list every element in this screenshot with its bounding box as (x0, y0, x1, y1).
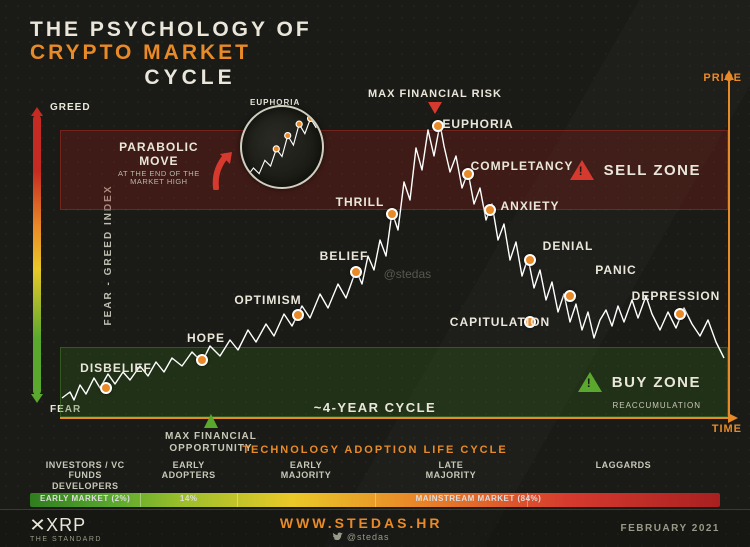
stage-label: PANIC (595, 263, 636, 277)
site-block: WWW.STEDAS.HR @stedas (280, 515, 443, 542)
stage-label: DISBELIEF (80, 361, 152, 375)
adoption-group: EARLYMAJORITY (237, 460, 375, 491)
adoption-group: LAGGARDS (527, 460, 720, 491)
adoption-group: LATEMAJORITY (375, 460, 527, 491)
stage-label: EUPHORIA (442, 117, 513, 131)
footer-date: FEBRUARY 2021 (620, 523, 720, 534)
stage-label: THRILL (336, 195, 385, 209)
stage-dot (350, 266, 362, 278)
adoption-lifecycle: TECHNOLOGY ADOPTION LIFE CYCLE INVESTORS… (30, 444, 720, 503)
axis-price-label: PRICE (703, 72, 742, 84)
stage-label: HOPE (187, 331, 225, 345)
adoption-sublabel: 14% (140, 494, 237, 503)
stage-label: CAPITULATION (450, 315, 550, 329)
title-line-1: THE PSYCHOLOGY OF (30, 18, 350, 41)
magnifier-inset (240, 105, 324, 189)
adoption-group: EARLYADOPTERS (140, 460, 237, 491)
stage-label: BELIEF (320, 249, 369, 263)
arrow-up-icon (204, 414, 218, 428)
axis-x (60, 417, 730, 419)
footer: ✕XRP THE STANDARD WWW.STEDAS.HR @stedas … (0, 509, 750, 547)
title-line-3: CYCLE (144, 66, 235, 89)
stage-dot (524, 254, 536, 266)
stage-dot (564, 290, 576, 302)
stage-dot (484, 204, 496, 216)
stage-label: COMPLETANCY (471, 159, 574, 173)
parabolic-caption: PARABOLIC MOVE AT THE END OF THEMARKET H… (118, 140, 200, 187)
stage-label: DEPRESSION (632, 289, 721, 303)
title-line-2: CRYPTO MARKET (30, 41, 350, 64)
title-block: THE PSYCHOLOGY OF CRYPTO MARKET CYCLE (30, 18, 350, 90)
adoption-title: TECHNOLOGY ADOPTION LIFE CYCLE (30, 444, 720, 456)
stage-dot (100, 382, 112, 394)
stage-label: OPTIMISM (234, 293, 301, 307)
stage-label: ANXIETY (500, 199, 559, 213)
adoption-sublabel: MAINSTREAM MARKET (84%) (237, 494, 720, 503)
stage-dot (674, 308, 686, 320)
cycle-duration-label: ~4-YEAR CYCLE (314, 400, 436, 415)
watermark: @stedas (384, 267, 432, 281)
stage-dot (292, 309, 304, 321)
site-url: WWW.STEDAS.HR (280, 515, 443, 531)
stage-label: DENIAL (543, 239, 594, 253)
axis-time-label: TIME (712, 423, 742, 435)
axis-y (728, 78, 730, 418)
stage-dot (196, 354, 208, 366)
site-handle: @stedas (280, 532, 443, 542)
arrow-up-icon (210, 150, 238, 190)
brand-block: ✕XRP THE STANDARD (30, 515, 102, 543)
adoption-group: INVESTORS / VC FUNDSDEVELOPERS (30, 460, 140, 491)
adoption-sublabel: EARLY MARKET (2%) (30, 494, 140, 503)
fear-greed-index: FEAR - GREED INDEX (30, 115, 44, 395)
brand-tagline: THE STANDARD (30, 536, 102, 543)
stage-dot (386, 208, 398, 220)
